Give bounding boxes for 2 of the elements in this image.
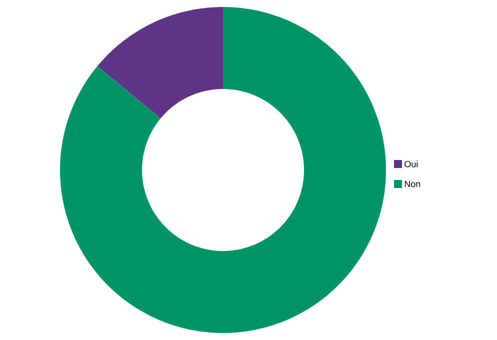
legend-label: Non bbox=[404, 180, 420, 188]
legend-label: Oui bbox=[404, 160, 418, 168]
